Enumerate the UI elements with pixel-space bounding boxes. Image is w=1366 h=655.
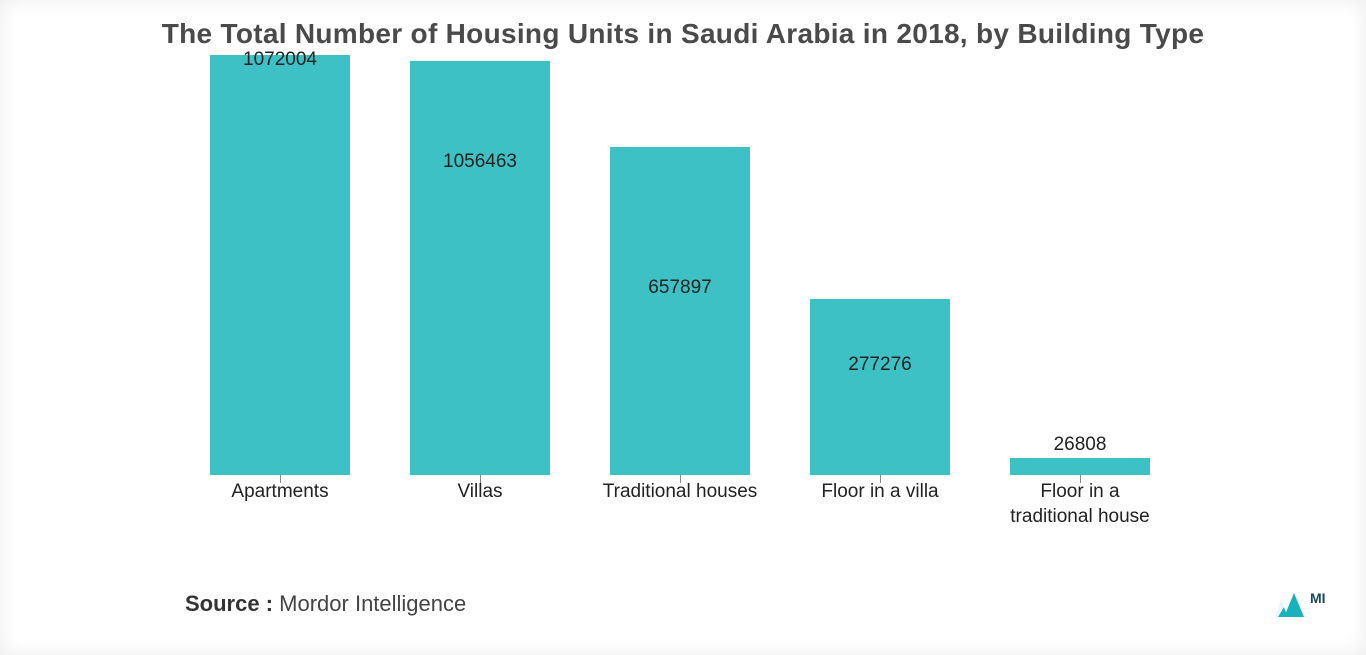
- svg-text:MI: MI: [1310, 590, 1326, 606]
- bar-floor-in-villa: 277276: [810, 299, 950, 475]
- chart-plot-area: 1072004 1056463 657897 277276 26808: [200, 55, 1160, 475]
- bar-slot: 277276: [800, 55, 960, 475]
- source-attribution: Source : Mordor Intelligence: [185, 591, 466, 617]
- category-label: Apartments: [200, 480, 360, 529]
- bar-apartments: 1072004: [210, 55, 350, 475]
- bar-value: 1072004: [210, 49, 350, 71]
- bar-slot: 1056463: [400, 55, 560, 475]
- category-label: Floor in a villa: [800, 480, 960, 529]
- bar-value: 277276: [810, 354, 950, 376]
- bar-value: 657897: [610, 277, 750, 299]
- chart-title: The Total Number of Housing Units in Sau…: [0, 0, 1366, 50]
- category-labels-row: Apartments Villas Traditional houses Flo…: [200, 480, 1160, 529]
- mordor-intelligence-logo-icon: MI: [1264, 583, 1336, 625]
- bar-slot: 1072004: [200, 55, 360, 475]
- bar-floor-in-traditional-house: 26808: [1010, 458, 1150, 475]
- category-label: Floor in a traditional house: [1000, 480, 1160, 529]
- source-label: Source :: [185, 591, 273, 616]
- bar-value: 1056463: [410, 151, 550, 173]
- bar-slot: 26808: [1000, 55, 1160, 475]
- source-text: Mordor Intelligence: [279, 591, 466, 616]
- bar-traditional-houses: 657897: [610, 147, 750, 475]
- bar-slot: 657897: [600, 55, 760, 475]
- bar-villas: 1056463: [410, 61, 550, 475]
- bar-value: 26808: [1010, 434, 1150, 456]
- category-label: Villas: [400, 480, 560, 529]
- category-label: Traditional houses: [600, 480, 760, 529]
